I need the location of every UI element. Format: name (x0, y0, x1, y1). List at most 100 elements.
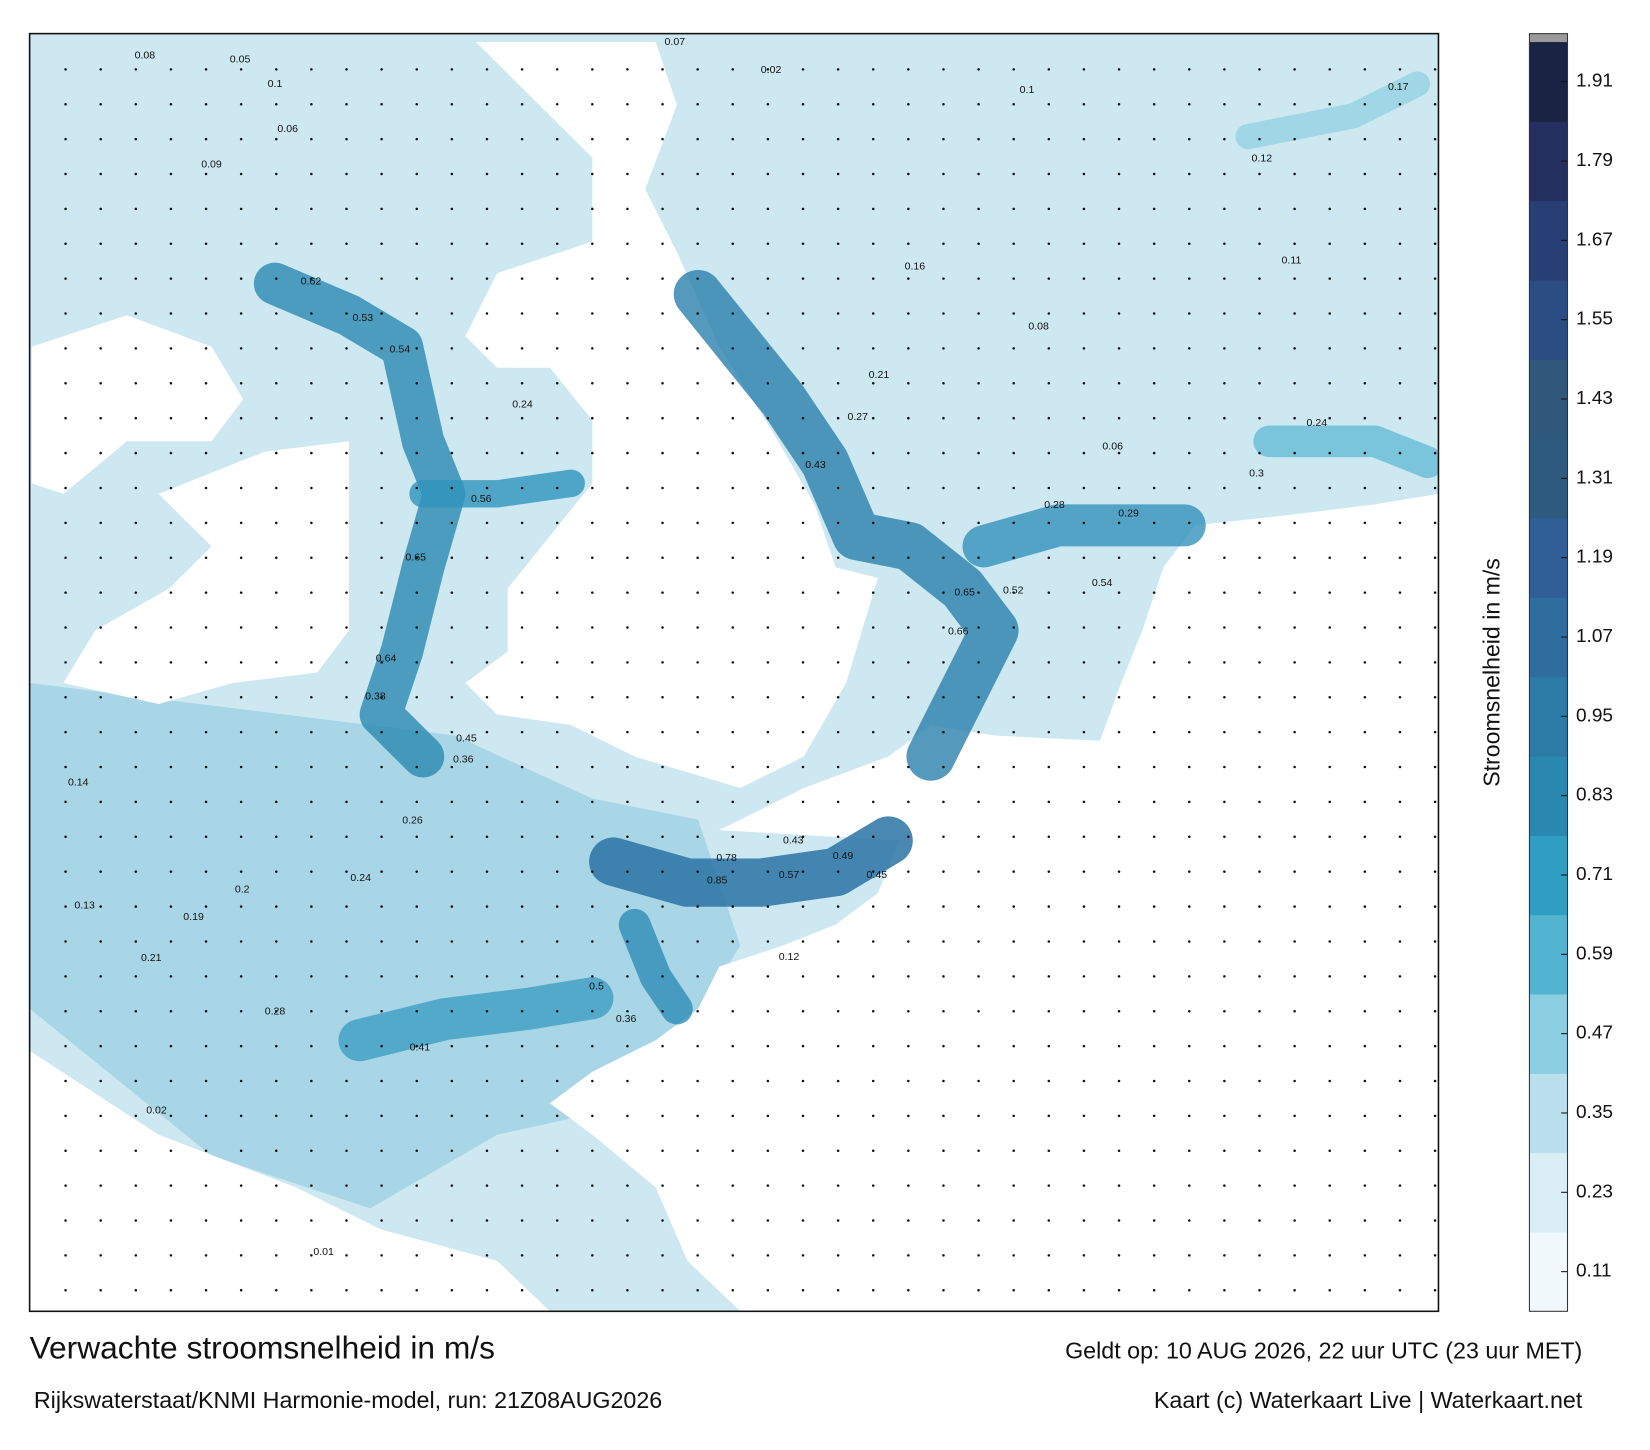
vector-dot (380, 905, 383, 908)
vector-dot (1433, 207, 1437, 211)
vector-dot (275, 102, 278, 106)
vector-dot (801, 1009, 805, 1013)
vector-dot (1223, 800, 1226, 804)
vector-dot (64, 1254, 67, 1257)
vector-dot (731, 486, 735, 490)
vector-dot (99, 1044, 102, 1048)
vector-dot (485, 137, 489, 141)
vector-dot (591, 1289, 594, 1292)
vector-dot (380, 1254, 383, 1257)
vector-dot (1152, 451, 1156, 455)
vector-dot (731, 451, 735, 455)
vector-dot (1152, 207, 1156, 211)
vector-dot (696, 1149, 699, 1153)
vector-dot (1363, 800, 1367, 804)
vector-dot (1363, 975, 1367, 978)
vector-dot (204, 905, 208, 908)
vector-dot (1117, 835, 1121, 839)
vector-dot (1433, 382, 1437, 385)
vector-dot (64, 556, 67, 559)
vector-dot (380, 207, 383, 211)
vector-dot (415, 277, 418, 280)
vector-dot (977, 382, 980, 385)
vector-dot (275, 556, 278, 559)
vector-dot (907, 1254, 910, 1257)
vector-dot (1152, 312, 1156, 315)
vector-dot (1188, 800, 1191, 804)
vector-dot (485, 835, 489, 839)
vector-dot (99, 451, 102, 455)
vector-dot (64, 1184, 67, 1187)
vector-dot (204, 416, 208, 420)
vector-dot (169, 486, 173, 490)
vector-dot (275, 1254, 278, 1257)
vector-dot (1152, 1114, 1156, 1118)
vector-dot (977, 800, 980, 804)
vector-dot (1293, 730, 1296, 734)
current-label: 0.2 (235, 884, 250, 896)
vector-dot (485, 172, 489, 176)
vector-dot (871, 1254, 875, 1257)
vector-dot (380, 975, 383, 978)
vector-dot (626, 1184, 629, 1187)
colorbar-tick-label: 1.55 (1576, 309, 1613, 330)
vector-dot (1047, 486, 1051, 490)
vector-dot (169, 1114, 173, 1118)
vector-dot (555, 1219, 559, 1222)
vector-dot (1433, 451, 1437, 455)
vector-dot (661, 800, 664, 804)
vector-dot (801, 730, 805, 734)
vector-dot (1363, 1079, 1367, 1083)
vector-dot (942, 556, 945, 559)
vector-dot (907, 521, 910, 525)
vector-dot (310, 940, 313, 943)
vector-dot (591, 1079, 594, 1083)
vector-dot (310, 870, 313, 873)
vector-dot (99, 870, 102, 873)
vector-dot (1012, 905, 1015, 908)
vector-dot (520, 695, 524, 699)
vector-dot (1328, 382, 1331, 385)
vector-dot (485, 312, 489, 315)
vector-dot (836, 207, 840, 211)
vector-dot (204, 556, 208, 559)
vector-dot (801, 68, 805, 71)
vector-dot (591, 486, 594, 490)
vector-dot (1363, 277, 1367, 280)
vector-dot (871, 521, 875, 525)
vector-dot (380, 835, 383, 839)
vector-dot (1223, 695, 1226, 699)
vector-dot (731, 1009, 735, 1013)
vector-dot (871, 591, 875, 594)
vector-dot (907, 905, 910, 908)
vector-dot (1117, 765, 1121, 769)
vector-dot (1188, 382, 1191, 385)
vector-dot (1223, 1009, 1226, 1013)
vector-dot (99, 835, 102, 839)
vector-dot (661, 765, 664, 769)
vector-dot (626, 137, 629, 141)
vector-dot (591, 102, 594, 106)
vector-dot (696, 1114, 699, 1118)
vector-dot (591, 137, 594, 141)
vector-dot (485, 1044, 489, 1048)
vector-dot (310, 591, 313, 594)
vector-dot (907, 1149, 910, 1153)
vector-dot (450, 1009, 454, 1013)
vector-dot (1223, 1289, 1226, 1292)
vector-dot (1433, 521, 1437, 525)
colorbar-tick-label: 0.35 (1576, 1102, 1613, 1123)
vector-dot (661, 905, 664, 908)
vector-dot (239, 137, 243, 141)
vector-dot (1258, 1009, 1261, 1013)
vector-dot (907, 870, 910, 873)
vector-dot (1047, 765, 1051, 769)
vector-dot (1363, 591, 1367, 594)
vector-dot (415, 695, 418, 699)
vector-dot (871, 730, 875, 734)
vector-dot (1082, 1219, 1086, 1222)
vector-dot (942, 1009, 945, 1013)
vector-dot (345, 730, 348, 734)
vector-dot (1328, 102, 1331, 106)
vector-dot (1433, 975, 1437, 978)
